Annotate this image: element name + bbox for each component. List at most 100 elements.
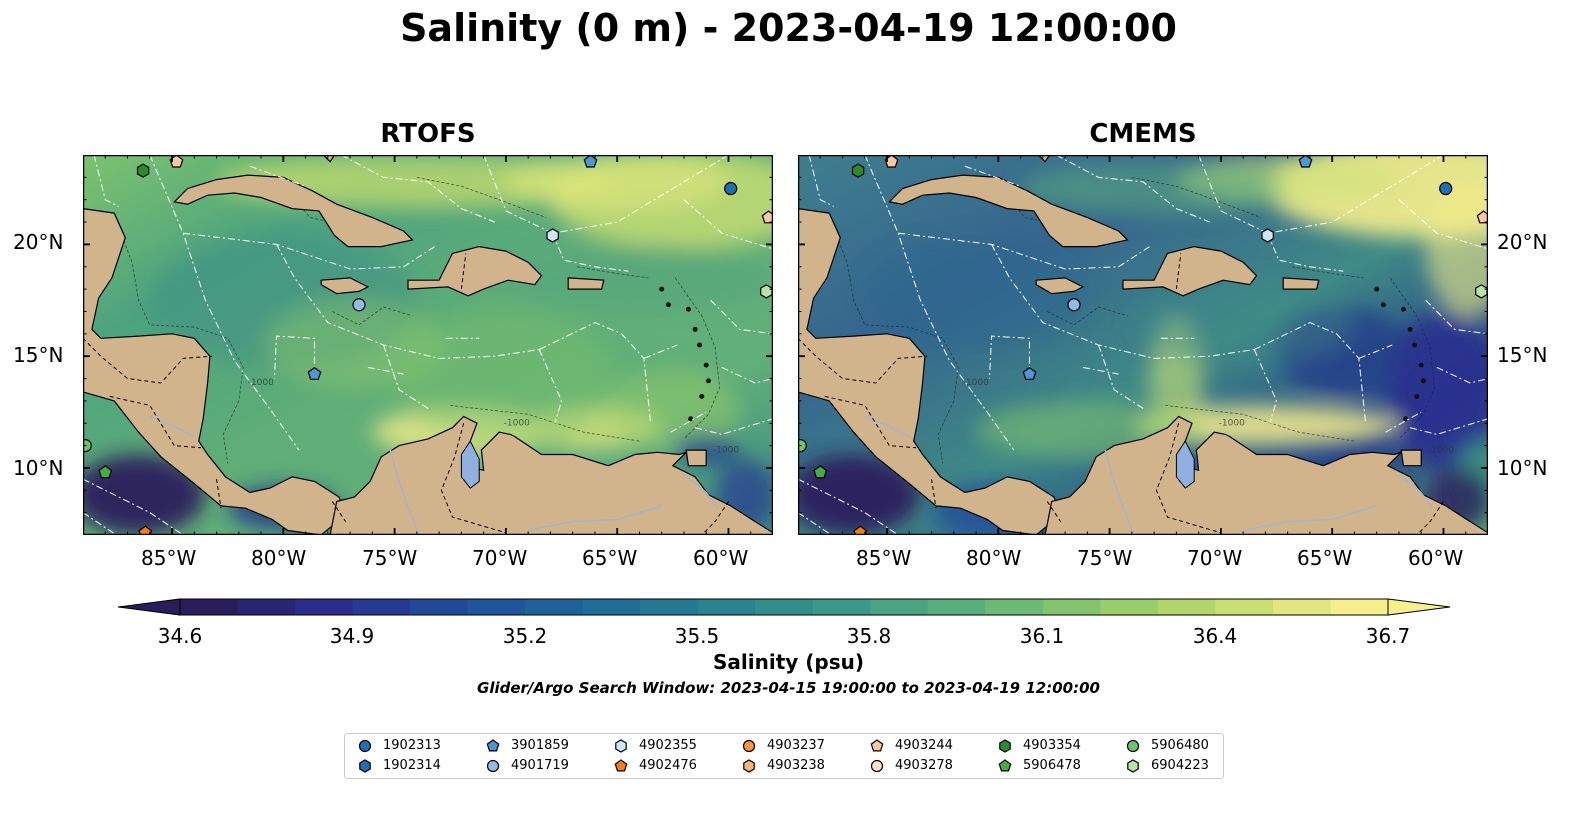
platform-marker-3901859 xyxy=(583,155,598,168)
platform-marker-1902313 xyxy=(724,181,738,196)
search-window-caption: Glider/Argo Search Window: 2023-04-15 19… xyxy=(477,679,1100,697)
hexagon-marker-icon xyxy=(615,739,627,753)
eez-boundary xyxy=(643,344,678,359)
legend-label: 1902314 xyxy=(383,758,441,773)
river-line xyxy=(1398,474,1433,509)
river-line xyxy=(1243,505,1377,532)
colorbar-segment xyxy=(295,599,354,615)
colorbar-segment xyxy=(467,599,526,615)
country-border xyxy=(1175,253,1182,290)
river-line xyxy=(864,415,910,438)
lon-label-right-60w: 60°W xyxy=(1408,546,1464,570)
colorbar-segment xyxy=(180,599,239,615)
island xyxy=(1414,393,1420,399)
lon-label-right-75w: 75°W xyxy=(1077,546,1133,570)
lon-label-left-85w: 85°W xyxy=(141,546,197,570)
legend-label: 4903238 xyxy=(767,758,825,773)
eez-boundary xyxy=(1055,155,1211,223)
legend-label: 4902476 xyxy=(639,758,697,773)
lon-label-right-70w: 70°W xyxy=(1187,546,1243,570)
island xyxy=(659,286,665,292)
island xyxy=(1407,326,1413,332)
colorbar-segment xyxy=(755,599,814,615)
legend-label: 1902313 xyxy=(383,738,441,753)
isobath-contour xyxy=(332,306,413,326)
island xyxy=(1400,306,1406,312)
eez-boundary xyxy=(988,335,1031,379)
circle-marker-icon xyxy=(742,739,756,753)
platform-marker-5906480 xyxy=(798,438,807,453)
country-border xyxy=(1155,423,1222,534)
country-border xyxy=(1416,501,1444,535)
legend-label: 6904223 xyxy=(1151,758,1209,773)
isobath-label: -1000 xyxy=(504,418,530,428)
platform-marker-6904223 xyxy=(1475,284,1488,299)
island xyxy=(1403,416,1409,422)
eez-boundary xyxy=(249,165,306,187)
platform-marker-4901719 xyxy=(1067,298,1081,312)
colorbar-tick: 34.6 xyxy=(157,624,203,648)
colorbar-tick: 35.2 xyxy=(502,624,548,648)
platform-marker-4902355 xyxy=(546,228,559,243)
salinity-patch xyxy=(505,244,773,312)
isobath-contour xyxy=(416,177,547,218)
eez-boundary xyxy=(898,232,1150,270)
cmems-map[interactable]: -1000 -1000 -1000 xyxy=(798,155,1488,535)
jamaica-land xyxy=(320,277,370,295)
eez-boundary xyxy=(1385,411,1422,433)
eez-boundary xyxy=(83,512,117,535)
isobath-contour xyxy=(116,221,244,464)
eez-boundary xyxy=(552,232,629,272)
country-border xyxy=(460,253,467,290)
river-line xyxy=(528,505,662,532)
colorbar-segment xyxy=(582,599,641,615)
hispaniola-land xyxy=(407,245,543,297)
salinity-patch xyxy=(394,311,618,446)
isobath-contour xyxy=(1292,266,1364,279)
eez-boundary xyxy=(1254,321,1367,424)
river-line xyxy=(683,474,718,509)
country-border xyxy=(824,395,917,449)
lon-label-right-80w: 80°W xyxy=(966,546,1022,570)
platform-marker-4902476 xyxy=(853,525,868,535)
platform-marker-5906480 xyxy=(83,438,92,453)
eez-boundary xyxy=(683,199,773,250)
lat-label-left-20n: 20°N xyxy=(13,230,64,254)
eez-boundary xyxy=(1097,344,1146,411)
eez-boundary xyxy=(382,344,431,411)
colorbar-segment xyxy=(1215,599,1274,615)
hexagon-marker-icon xyxy=(743,759,755,773)
island xyxy=(1420,378,1426,384)
eez-boundary xyxy=(539,321,652,424)
island xyxy=(692,326,698,332)
salinity-patch xyxy=(798,454,921,535)
platform-marker-5906478 xyxy=(813,465,828,479)
lon-label-left-60w: 60°W xyxy=(693,546,749,570)
puerto-rico-land xyxy=(1282,277,1320,290)
country-border xyxy=(931,479,937,509)
legend-label: 4903237 xyxy=(767,738,825,753)
isobath-contour xyxy=(450,405,640,442)
island xyxy=(1418,362,1424,368)
cmems-panel-title: CMEMS xyxy=(1089,119,1197,149)
colorbar-tick: 34.9 xyxy=(329,624,375,648)
colorbar-segment xyxy=(352,599,411,615)
island xyxy=(705,378,711,384)
isobath-label: -1000 xyxy=(1219,418,1245,428)
legend-label: 4903278 xyxy=(895,758,953,773)
eez-boundary xyxy=(273,335,316,379)
platform-marker-4901719 xyxy=(352,298,366,312)
pentagon-marker-icon xyxy=(998,759,1012,772)
country-border xyxy=(440,423,507,534)
lat-label-right-15n: 15°N xyxy=(1497,343,1548,367)
cmems-map-svg: -1000 -1000 -1000 xyxy=(798,155,1488,535)
lake-maracaibo xyxy=(1175,440,1195,489)
salinity-colorbar xyxy=(118,598,1450,616)
isobath-label: -1000 xyxy=(1428,445,1454,455)
central-america-land xyxy=(83,207,347,535)
lat-label-left-15n: 15°N xyxy=(13,343,64,367)
rtofs-map[interactable]: -1000 -1000 -1000 xyxy=(83,155,773,535)
eez-boundary xyxy=(1198,155,1444,234)
colorbar-tick: 36.1 xyxy=(1019,624,1065,648)
country-border xyxy=(798,337,928,384)
